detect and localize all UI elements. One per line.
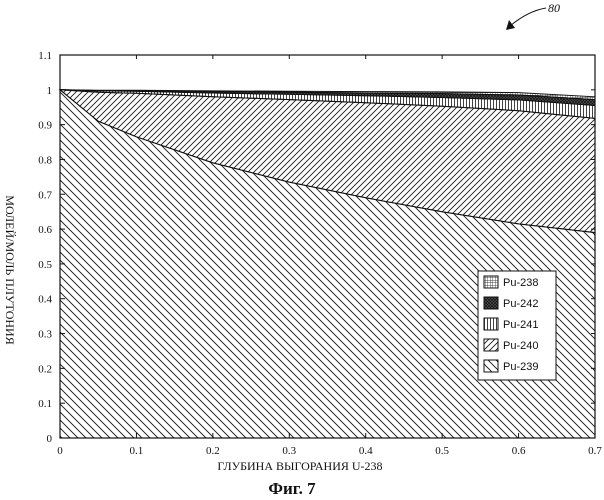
y-tick-label: 0.7: [38, 189, 52, 201]
x-tick-label: 0.3: [282, 445, 296, 457]
x-tick-label: 0.7: [588, 445, 602, 457]
y-tick-label: 0.1: [38, 398, 52, 410]
legend-swatch-pu-239: [484, 360, 498, 372]
y-axis-title: МОЛЕЙ/МОЛЬ ПЛУТОНИЯ: [3, 195, 17, 344]
reference-callout: 80: [506, 1, 560, 30]
x-tick-label: 0.2: [206, 445, 220, 457]
legend: Pu-238 Pu-242 Pu-241 Pu-240 Pu-239: [478, 271, 556, 380]
legend-label-pu-238: Pu-238: [503, 277, 538, 289]
y-tick-label: 0.9: [38, 120, 52, 132]
y-tick-label: 0.8: [38, 154, 52, 166]
y-tick-label: 0.5: [38, 259, 52, 271]
y-tick-label: 0.3: [38, 329, 52, 341]
y-tick-label: 1: [47, 85, 53, 97]
y-tick-label: 0: [47, 433, 53, 445]
reference-arrowhead: [506, 20, 515, 30]
legend-swatch-pu-241: [484, 318, 498, 330]
figure-caption: Фиг. 7: [268, 479, 316, 498]
x-tick-label: 0.4: [359, 445, 373, 457]
reference-arrow: [510, 8, 546, 26]
y-tick-label: 1.1: [38, 50, 52, 62]
y-tick-label: 0.4: [38, 294, 52, 306]
x-tick-label: 0: [57, 445, 63, 457]
x-tick-label: 0.6: [512, 445, 526, 457]
legend-label-pu-239: Pu-239: [503, 361, 538, 373]
y-tick-label: 0.6: [38, 224, 52, 236]
legend-swatch-pu-240: [484, 339, 498, 351]
legend-swatch-pu-242: [484, 297, 498, 309]
plot-areas: [60, 90, 595, 438]
x-axis-title: ГЛУБИНА ВЫГОРАНИЯ U-238: [217, 459, 382, 473]
reference-number: 80: [548, 1, 560, 15]
legend-label-pu-241: Pu-241: [503, 319, 538, 331]
legend-label-pu-240: Pu-240: [503, 340, 538, 352]
legend-label-pu-242: Pu-242: [503, 298, 538, 310]
x-tick-label: 0.5: [435, 445, 449, 457]
y-tick-label: 0.2: [38, 363, 52, 375]
x-tick-label: 0.1: [130, 445, 144, 457]
legend-swatch-pu-238: [484, 276, 498, 288]
